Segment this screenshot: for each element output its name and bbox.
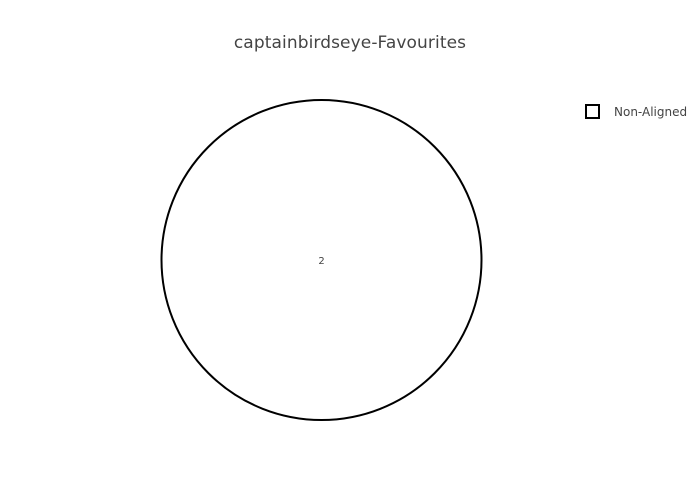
legend-label-non-aligned[interactable]: Non-Aligned [614, 104, 688, 119]
chart-title: captainbirdseye-Favourites [233, 33, 467, 53]
legend[interactable]: Non-Aligned [585, 104, 687, 119]
legend-swatch[interactable] [585, 104, 600, 119]
pie-slices [160, 99, 483, 421]
pie-slice-non-aligned[interactable] [160, 99, 483, 421]
pie-slice-labels: 2 [318, 256, 324, 267]
pie-slice-value-label: 2 [318, 256, 324, 267]
